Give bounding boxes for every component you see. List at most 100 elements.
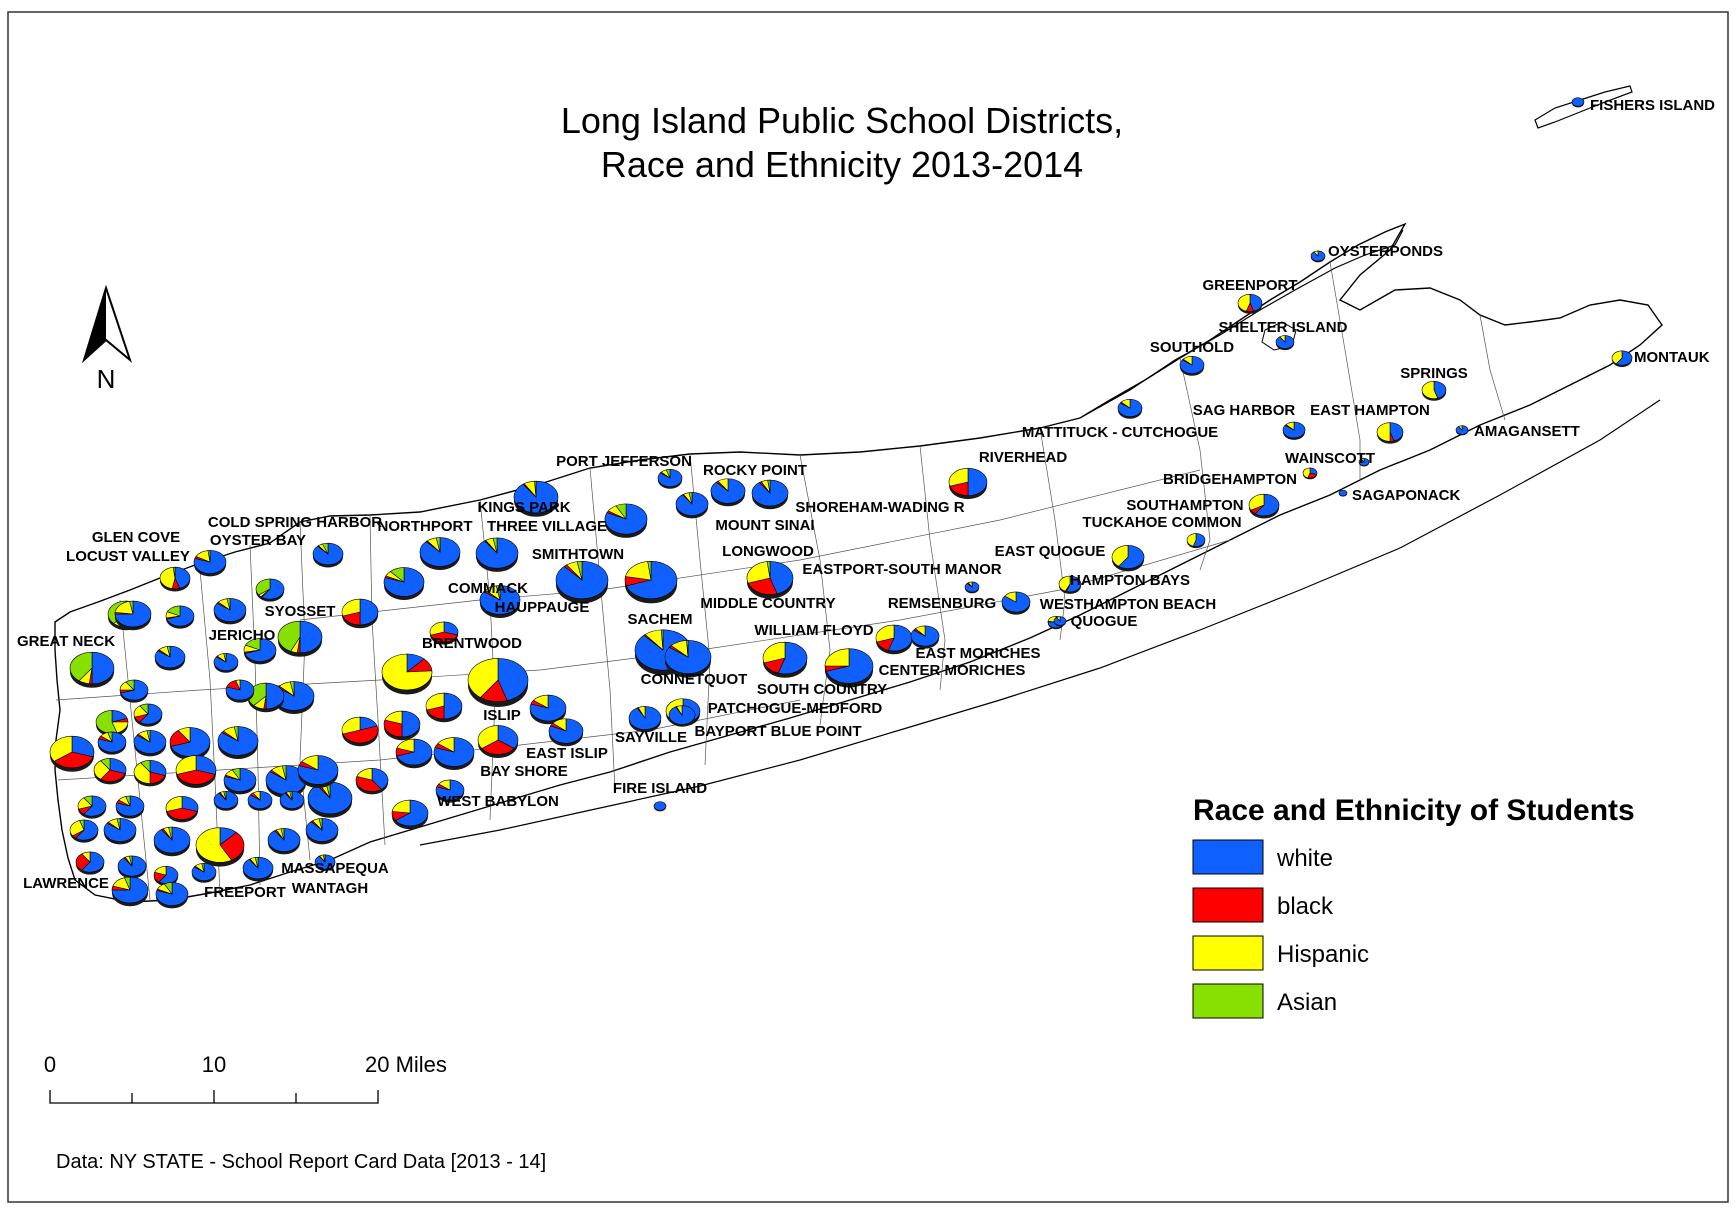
district-label-greenport: GREENPORT [1202, 277, 1297, 294]
district-pie-oysterponds-slice-hispanic [1313, 250, 1319, 257]
district-pie-mount-sinai [675, 492, 709, 519]
district-pie-unlabeled-1 [154, 645, 186, 671]
district-label-southold: SOUTHOLD [1150, 339, 1234, 356]
district-pie-unlabeled-27-slice-white [81, 851, 105, 873]
district-pie-mattituck-cutchogue-slice-hispanic [1120, 399, 1131, 409]
legend-swatch-asian [1192, 983, 1264, 1019]
district-pie-wainscott [1358, 458, 1370, 467]
district-label-brentwood: BRENTWOOD [422, 635, 522, 652]
district-pie-unlabeled-45-slice-white [371, 768, 389, 790]
district-pie-unlabeled-21 [307, 781, 353, 818]
district-pie-jericho-slice-white [299, 620, 323, 654]
district-pie-unlabeled-11 [133, 760, 167, 787]
district-pie-islip [467, 658, 529, 708]
district-label-mount-sinai: MOUNT SINAI [715, 517, 814, 534]
district-pie-glen-cove [159, 566, 191, 592]
district-pie-northport-slice-asian [435, 537, 441, 553]
district-pie-unlabeled-20 [279, 791, 305, 811]
district-pie-unlabeled-37 [213, 598, 247, 625]
district-pie-shoreham-wading-r [751, 479, 789, 510]
district-pie-unlabeled-27 [75, 851, 105, 875]
district-pie-mount-sinai-slice-asian [688, 492, 693, 505]
district-pie-syosset [255, 578, 285, 602]
district-pie-unlabeled-44-slice-white [396, 738, 433, 766]
district-pie-unlabeled-16 [115, 795, 145, 819]
district-pie-unlabeled-18 [213, 791, 239, 811]
legend-label-black: black [1277, 893, 1334, 920]
district-pie-bay-shore-slice-hispanic [477, 725, 499, 749]
district-pie-unlabeled-15-slice-asian [83, 795, 93, 807]
district-label-east-moriches: EAST MORICHES [915, 645, 1040, 662]
district-pie-unlabeled-41-slice-black [383, 719, 403, 738]
district-label-cold-spring-harbor: COLD SPRING HARBOR [208, 514, 382, 531]
district-pie-unlabeled-47 [435, 779, 465, 803]
district-pie-remsenburg [1001, 591, 1031, 615]
district-pie-sagaponack-slice-white [1338, 489, 1348, 497]
district-pie-unlabeled-5-slice-white [71, 735, 95, 758]
district-pie-greenport [1237, 294, 1263, 314]
district-pie-connetquot-slice-asian [686, 640, 689, 658]
district-pie-unlabeled-37-slice-asian [226, 598, 231, 611]
district-label-springs: SPRINGS [1400, 365, 1468, 382]
district-pie-center-moriches-slice-white [825, 648, 874, 684]
district-pie-east-moriches [910, 625, 940, 649]
district-pie-unlabeled-5 [49, 735, 95, 772]
district-pie-unlabeled-9-slice-asian [233, 726, 239, 742]
data-source: Data: NY STATE - School Report Card Data… [56, 1151, 546, 1173]
district-pie-unlabeled-29-slice-hispanic [154, 866, 167, 876]
district-pie-unlabeled-10-slice-black [100, 769, 126, 782]
district-pie-unlabeled-17-slice-hispanic [165, 796, 183, 812]
district-pie-longwood-slice-black [747, 577, 778, 595]
district-pie-unlabeled-23-slice-asian [116, 818, 121, 831]
district-label-port-jefferson: PORT JEFFERSON [556, 453, 692, 470]
district-pie-unlabeled-14 [265, 765, 307, 798]
district-pie-wantagh [314, 854, 336, 871]
district-pie-unlabeled-44-slice-hispanic [396, 738, 415, 753]
district-pie-oyster-bay-slice-asian [207, 550, 211, 563]
district-pie-unlabeled-32 [273, 681, 315, 714]
district-pie-unlabeled-45 [355, 768, 389, 795]
district-pie-hampton-bays [1058, 575, 1082, 594]
legend-swatch-hispanic [1192, 935, 1264, 971]
district-pie-unlabeled-7-slice-asian [146, 730, 151, 743]
district-pie-sayville-slice-hispanic [637, 706, 646, 720]
district-pie-unlabeled-40-slice-black [342, 725, 379, 744]
district-pie-unlabeled-40 [341, 716, 379, 747]
district-label-oysterponds: OYSTERPONDS [1328, 243, 1443, 260]
district-pie-riverhead-slice-hispanic [948, 468, 969, 487]
district-label-three-village: THREE VILLAGE [487, 518, 607, 535]
legend-swatch-white [1192, 839, 1264, 875]
north-label: N [97, 364, 116, 394]
district-label-locust-valley: LOCUST VALLEY [66, 548, 190, 565]
district-pie-jericho-slice-asian [277, 620, 301, 652]
district-pie-middle-country-slice-asian [647, 560, 652, 581]
district-pie-unlabeled-12-slice-black [176, 769, 216, 785]
district-label-south-country: SOUTH COUNTRY [757, 681, 887, 698]
district-pie-unlabeled-14-slice-asian [281, 765, 287, 781]
district-pie-william-floyd [875, 624, 913, 655]
district-pie-unlabeled-17-slice-black [166, 807, 198, 820]
district-pie-unlabeled-6 [97, 731, 127, 755]
district-pie-bay-shore [477, 725, 519, 758]
district-pie-unlabeled-10 [93, 758, 127, 785]
district-pie-unlabeled-35-slice-asian [223, 653, 227, 663]
district-pie-unlabeled-49-slice-white [443, 621, 459, 636]
district-pie-islip-slice-white [497, 658, 529, 701]
district-pie-east-hampton-slice-hispanic [1376, 422, 1391, 442]
district-pies [49, 97, 1633, 909]
district-label-amagansett: AMAGANSETT [1474, 423, 1580, 440]
district-label-montauk: MONTAUK [1634, 349, 1710, 366]
district-label-eastport-south-manor: EASTPORT-SOUTH MANOR [802, 561, 1001, 578]
district-pie-unlabeled-11-slice-white [149, 760, 167, 776]
district-pie-unlabeled-34-slice-hispanic [235, 679, 241, 691]
legend-swatch-black [1192, 887, 1264, 923]
district-pie-locust-valley [114, 600, 152, 631]
district-pie-unlabeled-2-slice-asian [125, 679, 135, 691]
district-label-smithtown: SMITHTOWN [532, 546, 624, 563]
district-pie-unlabeled-26-slice-asian [318, 818, 323, 831]
district-pie-unlabeled-3 [95, 710, 129, 737]
district-pie-unlabeled-24 [153, 826, 191, 857]
district-pie-unlabeled-28 [117, 855, 147, 879]
district-pie-unlabeled-42-slice-white [443, 692, 463, 720]
